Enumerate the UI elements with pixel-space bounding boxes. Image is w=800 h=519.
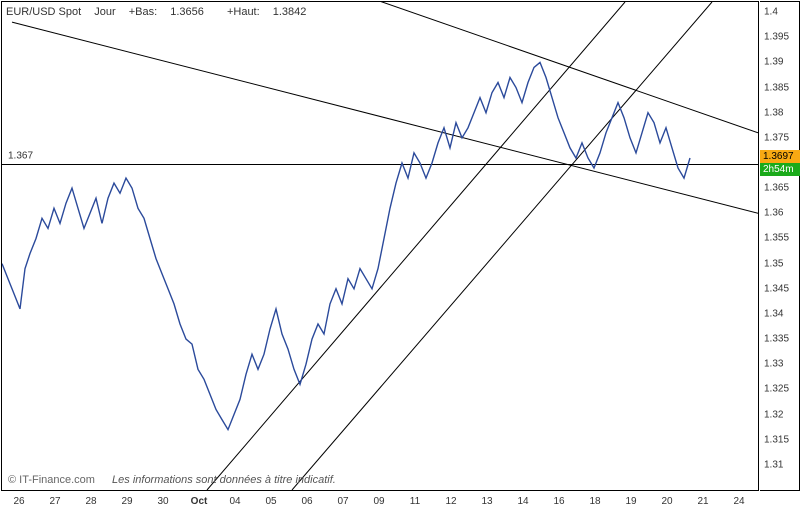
y-tick-label: 1.375: [764, 132, 789, 143]
x-tick-label: 26: [13, 496, 24, 507]
x-tick-label: 06: [301, 496, 312, 507]
trendline: [292, 2, 712, 490]
x-tick-label: Oct: [191, 496, 208, 507]
y-tick-label: 1.32: [764, 409, 783, 420]
y-tick-label: 1.34: [764, 308, 783, 319]
y-tick-label: 1.39: [764, 57, 783, 68]
current-price-badge: 1.3697: [760, 150, 800, 163]
x-tick-label: 19: [625, 496, 636, 507]
chart-footer: © IT-Finance.com Les informations sont d…: [8, 474, 336, 486]
y-tick-label: 1.345: [764, 283, 789, 294]
x-tick-label: 16: [553, 496, 564, 507]
y-tick-label: 1.355: [764, 233, 789, 244]
low-label: +Bas: 1.3656: [129, 6, 217, 18]
chart-plot-area[interactable]: EUR/USD Spot Jour +Bas: 1.3656 +Haut: 1.…: [1, 1, 759, 491]
y-tick-label: 1.315: [764, 434, 789, 445]
y-tick-label: 1.31: [764, 459, 783, 470]
chart-container: EUR/USD Spot Jour +Bas: 1.3656 +Haut: 1.…: [0, 0, 800, 519]
y-tick-label: 1.33: [764, 359, 783, 370]
y-tick-label: 1.335: [764, 334, 789, 345]
x-tick-label: 30: [157, 496, 168, 507]
x-tick-label: 13: [481, 496, 492, 507]
y-tick-label: 1.4: [764, 7, 778, 18]
x-tick-label: 29: [121, 496, 132, 507]
instrument-label: EUR/USD Spot: [6, 6, 81, 18]
footer-site: © IT-Finance.com: [8, 474, 95, 486]
x-tick-label: 04: [229, 496, 240, 507]
y-tick-label: 1.365: [764, 183, 789, 194]
x-tick-label: 14: [517, 496, 528, 507]
chart-svg: [2, 2, 758, 490]
x-tick-label: 20: [661, 496, 672, 507]
y-tick-label: 1.38: [764, 107, 783, 118]
chart-header: EUR/USD Spot Jour +Bas: 1.3656 +Haut: 1.…: [6, 6, 326, 18]
trendline: [207, 2, 625, 490]
trendline: [122, 2, 758, 133]
x-tick-label: 09: [373, 496, 384, 507]
y-tick-label: 1.325: [764, 384, 789, 395]
y-tick-label: 1.36: [764, 208, 783, 219]
x-tick-label: 21: [697, 496, 708, 507]
y-tick-label: 1.395: [764, 32, 789, 43]
x-tick-label: 07: [337, 496, 348, 507]
x-tick-label: 05: [265, 496, 276, 507]
high-label: +Haut: 1.3842: [227, 6, 316, 18]
left-price-marker: 1.367: [6, 151, 35, 162]
footer-disclaimer: Les informations sont données à titre in…: [112, 474, 336, 486]
x-tick-label: 11: [410, 496, 420, 507]
x-tick-label: 27: [49, 496, 60, 507]
y-tick-label: 1.385: [764, 82, 789, 93]
price-series-line: [2, 62, 690, 429]
trendlines-group: [12, 2, 758, 490]
y-tick-label: 1.35: [764, 258, 783, 269]
countdown-badge: 2h54m: [760, 163, 800, 176]
x-tick-label: 24: [733, 496, 744, 507]
x-tick-label: 18: [589, 496, 600, 507]
x-tick-label: 12: [445, 496, 456, 507]
timeframe-label: Jour: [94, 6, 115, 18]
x-axis: 26 27 28 29 30 Oct 04 05 06 07 09 11 12 13 14 16 18 19 20 2…: [1, 492, 759, 514]
x-tick-label: 28: [85, 496, 96, 507]
y-axis: 1.31 1.315 1.32 1.325 1.33 1.335 1.34 1.345 1.35…: [760, 1, 800, 491]
